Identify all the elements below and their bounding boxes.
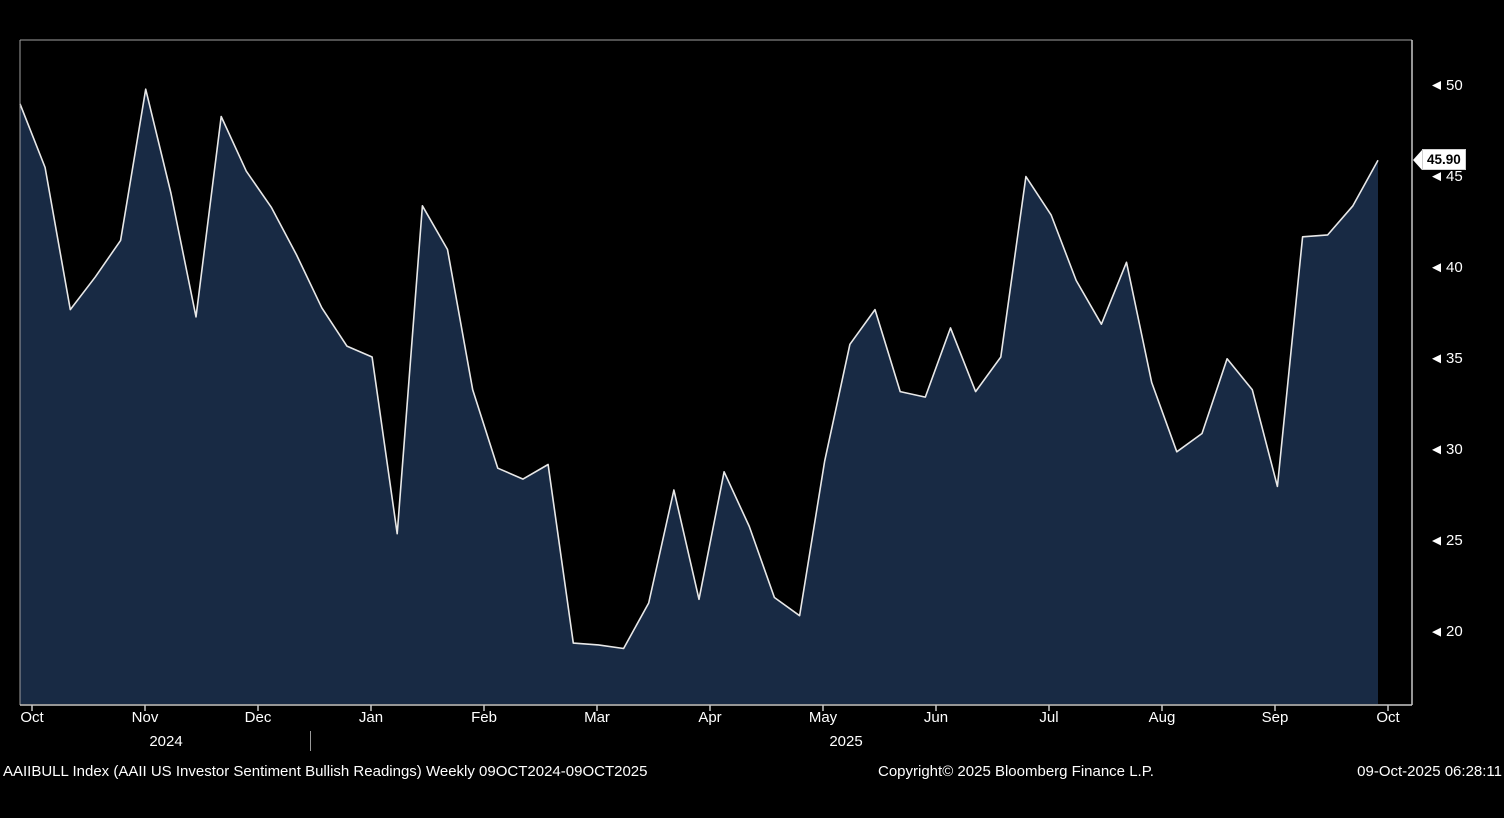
y-tick-arrow-icon [1432,172,1441,182]
y-axis-tick-label: 45 [1446,167,1463,185]
x-axis-month-label: Jan [358,709,384,726]
timestamp: 09-Oct-2025 06:28:11 [1357,763,1502,780]
y-tick-arrow-icon [1432,81,1441,91]
x-axis-month-label: May [808,709,838,726]
y-tick-arrow-icon [1432,263,1441,273]
x-axis-month-label: Aug [1148,709,1176,726]
x-axis-month-label: Apr [698,709,722,726]
area-fill [20,89,1378,704]
price-line [19,88,1379,650]
y-axis-tick-label: 30 [1446,440,1463,458]
last-value-flag: 45.90 [1413,149,1466,171]
x-axis-month-label: Oct [20,709,44,726]
security-description: AAIIBULL Index (AAII US Investor Sentime… [3,763,648,780]
last-value-label: 45.90 [1422,149,1466,171]
y-axis-tick-label: 20 [1446,623,1463,641]
year-label: 2025 [829,733,863,750]
status-bar: AAIIBULL Index (AAII US Investor Sentime… [0,760,1504,784]
y-tick-arrow-icon [1432,445,1441,455]
x-axis-month-label: Dec [244,709,272,726]
y-tick-arrow-icon [1432,627,1441,637]
y-axis-tick-label: 40 [1446,258,1463,276]
y-tick-arrow-icon [1432,536,1441,546]
y-axis-tick-label: 35 [1446,349,1463,367]
year-divider [310,731,311,751]
left-arrow-icon [1413,149,1422,170]
x-axis-month-label: Jul [1039,709,1059,726]
y-tick-arrow-icon [1432,354,1441,364]
x-axis-month-label: Sep [1261,709,1289,726]
y-axis-tick-label: 50 [1446,76,1463,94]
copyright-text: Copyright© 2025 Bloomberg Finance L.P. [878,763,1154,780]
y-axis-tick-label: 25 [1446,532,1463,550]
x-axis-month-label: Oct [1376,709,1400,726]
x-axis-month-label: Mar [584,709,610,726]
x-axis-month-label: Nov [131,709,159,726]
x-axis-month-label: Jun [923,709,949,726]
x-axis-month-label: Feb [471,709,497,726]
year-label: 2024 [149,733,183,750]
